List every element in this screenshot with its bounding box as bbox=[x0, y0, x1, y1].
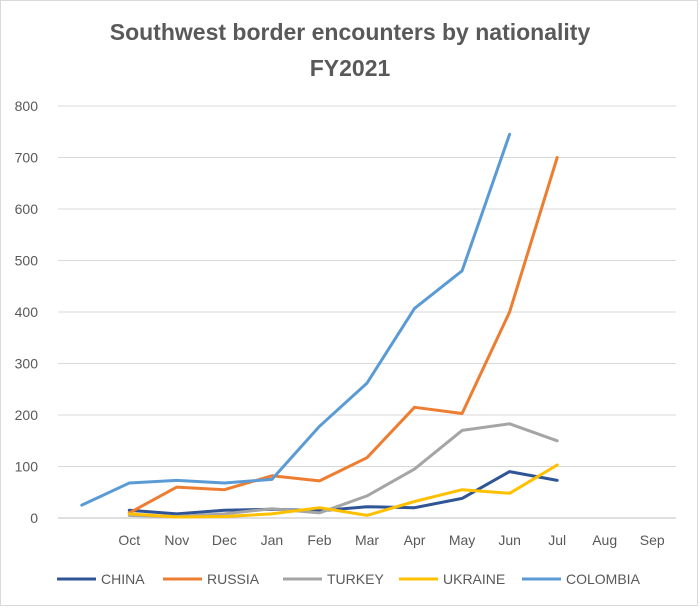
legend-label-china: CHINA bbox=[101, 571, 145, 587]
series-line-ukraine bbox=[127, 463, 559, 519]
x-tick-label-may: May bbox=[449, 532, 475, 548]
legend-label-ukraine: UKRAINE bbox=[443, 571, 505, 587]
x-tick-label-mar: Mar bbox=[355, 532, 379, 548]
legend-label-russia: RUSSIA bbox=[207, 571, 260, 587]
chart-title: Southwest border encounters by nationali… bbox=[109, 19, 591, 45]
y-tick-label: 700 bbox=[15, 150, 39, 166]
y-tick-label: 300 bbox=[15, 356, 39, 372]
x-tick-label-dec: Dec bbox=[212, 532, 237, 548]
series-line-colombia bbox=[80, 132, 512, 507]
y-tick-label: 100 bbox=[15, 459, 39, 475]
x-tick-label-aug: Aug bbox=[592, 532, 617, 548]
chart-subtitle: FY2021 bbox=[309, 55, 391, 81]
x-tick-label-oct: Oct bbox=[118, 532, 140, 548]
x-tick-label-jan: Jan bbox=[261, 532, 284, 548]
legend-label-turkey: TURKEY bbox=[327, 571, 384, 587]
legend-label-colombia: COLOMBIA bbox=[566, 571, 641, 587]
x-tick-label-sep: Sep bbox=[640, 532, 665, 548]
y-tick-label: 400 bbox=[15, 304, 39, 320]
y-tick-label: 200 bbox=[15, 407, 39, 423]
x-tick-label-feb: Feb bbox=[307, 532, 331, 548]
series-line-turkey bbox=[127, 422, 559, 518]
x-tick-label-apr: Apr bbox=[404, 532, 426, 548]
y-tick-label: 500 bbox=[15, 253, 39, 269]
x-tick-label-jun: Jun bbox=[498, 532, 521, 548]
series-line-china bbox=[127, 470, 559, 516]
y-tick-label: 0 bbox=[30, 510, 38, 526]
series-line-russia bbox=[127, 156, 559, 515]
x-tick-label-nov: Nov bbox=[164, 532, 189, 548]
y-tick-label: 600 bbox=[15, 201, 39, 217]
x-tick-label-jul: Jul bbox=[548, 532, 566, 548]
y-tick-label: 800 bbox=[15, 98, 39, 114]
